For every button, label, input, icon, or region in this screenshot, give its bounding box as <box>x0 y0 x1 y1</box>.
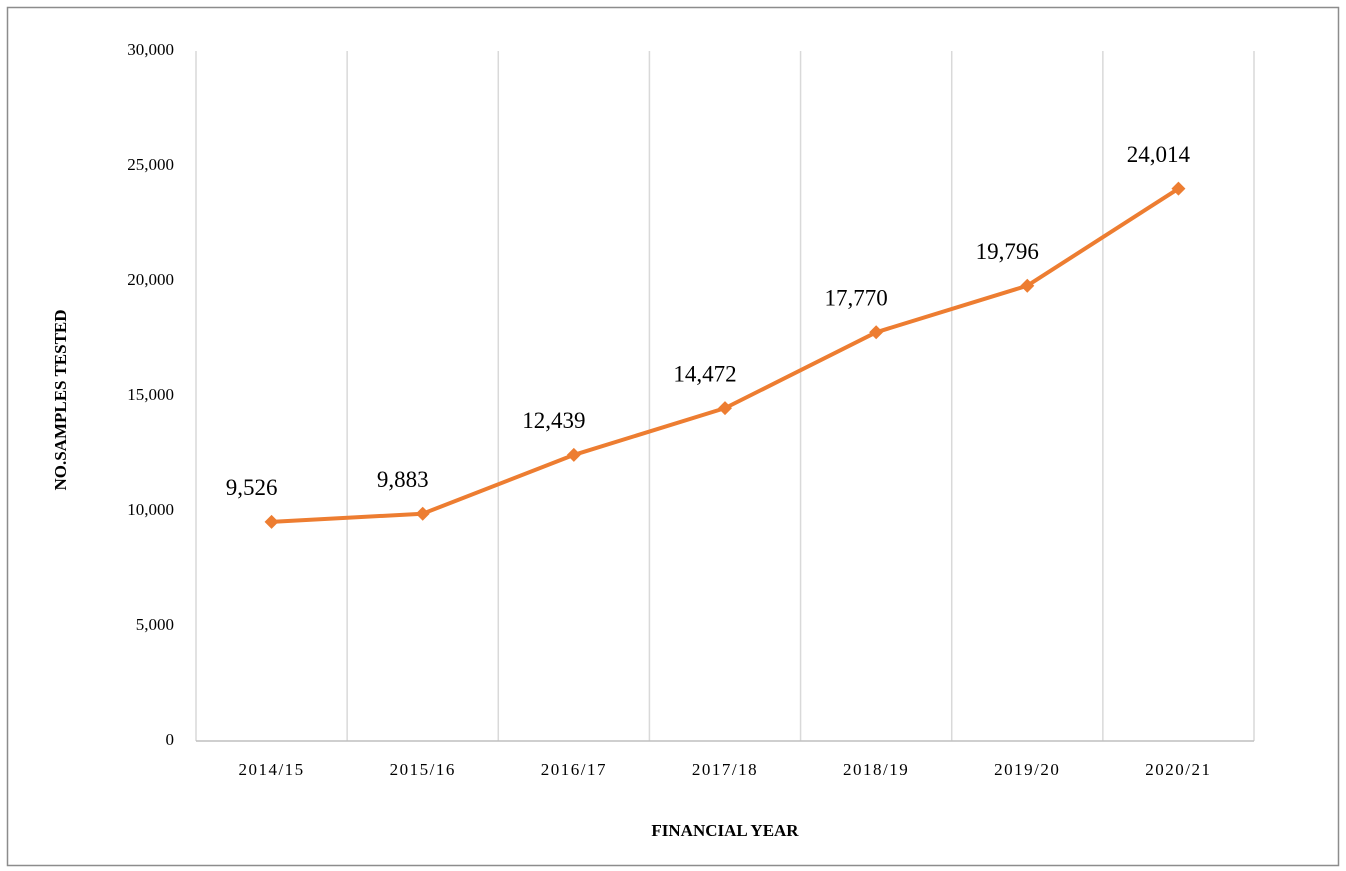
data-point <box>1171 181 1186 196</box>
data-label: 12,439 <box>522 408 585 433</box>
data-label: 17,770 <box>825 286 888 311</box>
x-tick-label: 2015/16 <box>390 760 456 779</box>
x-axis-title: FINANCIAL YEAR <box>651 821 799 840</box>
y-tick-label: 25,000 <box>127 155 174 174</box>
data-point <box>718 401 732 416</box>
y-tick-label: 15,000 <box>127 385 174 404</box>
x-tick-label: 2014/15 <box>238 760 304 779</box>
x-tick-label: 2020/21 <box>1145 760 1211 779</box>
y-tick-label: 5,000 <box>136 615 174 634</box>
data-label: 9,526 <box>226 475 278 500</box>
data-label: 9,883 <box>377 467 429 492</box>
y-axis-title: NO.SAMPLES TESTED <box>51 309 70 490</box>
data-point <box>566 447 581 462</box>
x-tick-label: 2016/17 <box>541 760 607 779</box>
data-point <box>264 514 279 529</box>
y-tick-label: 10,000 <box>127 500 174 519</box>
x-tick-label: 2017/18 <box>692 760 758 779</box>
data-point <box>1020 278 1035 293</box>
data-point <box>415 506 430 521</box>
data-label: 14,472 <box>673 361 736 386</box>
x-tick-label: 2019/20 <box>994 760 1060 779</box>
y-tick-label: 20,000 <box>127 270 174 289</box>
chart-border <box>6 6 1340 867</box>
x-tick-label: 2018/19 <box>843 760 909 779</box>
data-point <box>869 325 884 340</box>
y-tick-label: 0 <box>166 730 175 749</box>
y-tick-label: 30,000 <box>127 40 174 59</box>
data-label: 24,014 <box>1127 142 1191 167</box>
data-label: 19,796 <box>976 239 1039 264</box>
